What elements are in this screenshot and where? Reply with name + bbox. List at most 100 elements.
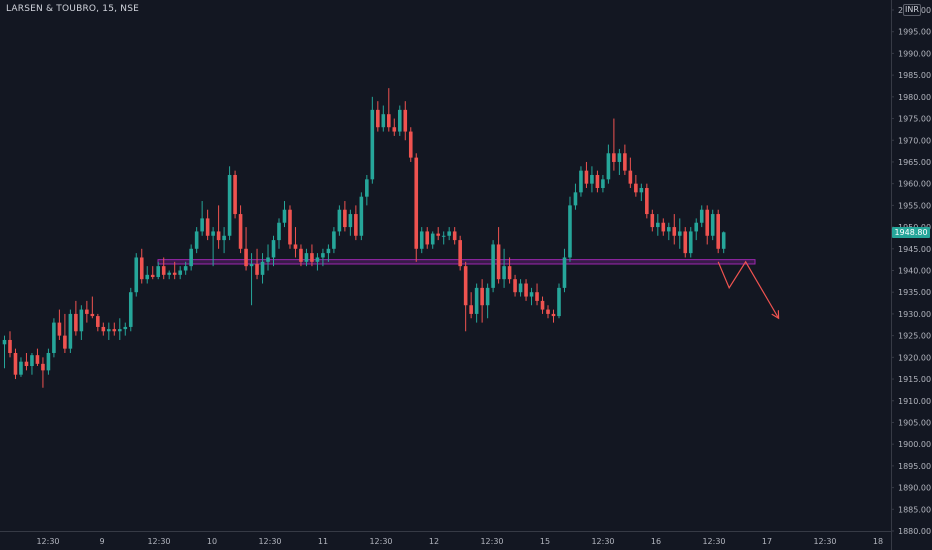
time-tick-label: 17: [762, 537, 772, 546]
candle: [172, 261, 177, 280]
candle: [249, 253, 254, 306]
candle-body: [35, 355, 40, 364]
candle-body: [397, 109, 402, 132]
candle: [255, 248, 259, 280]
candle: [194, 227, 199, 254]
candle: [222, 227, 226, 254]
candle: [68, 309, 73, 353]
candle-body: [79, 309, 84, 332]
candle: [2, 335, 7, 369]
candle: [156, 261, 161, 280]
price-tick-label: 1985.00: [898, 71, 931, 80]
candle: [430, 231, 435, 249]
candle: [85, 300, 89, 323]
candle-body: [321, 253, 325, 258]
candle-body: [112, 329, 117, 332]
candle: [595, 170, 600, 193]
candle: [112, 322, 117, 336]
candle: [546, 305, 550, 319]
time-tick-label: 12:30: [36, 537, 59, 546]
candle-body: [326, 248, 331, 254]
candle: [326, 244, 331, 262]
candle: [266, 244, 270, 271]
candle: [277, 218, 281, 249]
price-tick-label: 1960.00: [898, 180, 931, 189]
candle: [123, 322, 128, 336]
candle-body: [441, 235, 446, 237]
candle-body: [370, 109, 375, 180]
candle: [52, 318, 56, 358]
candle: [134, 253, 139, 297]
candle-body: [277, 222, 281, 241]
candle-body: [74, 313, 78, 332]
candle-body: [376, 109, 380, 128]
projected-path-arrow[interactable]: [717, 260, 780, 319]
candle: [310, 244, 314, 267]
candle: [688, 227, 693, 258]
candle-body: [419, 231, 424, 249]
candle: [139, 248, 144, 284]
candle-body: [244, 248, 248, 267]
time-tick-label: 12:30: [813, 537, 836, 546]
candle-body: [656, 222, 660, 228]
candle-body: [52, 322, 56, 353]
candle: [650, 209, 655, 232]
candle-body: [337, 209, 342, 232]
candle-body: [101, 326, 106, 332]
candle: [178, 266, 182, 280]
candle: [677, 218, 682, 249]
price-tick-label: 1935.00: [898, 288, 931, 297]
candle: [304, 248, 309, 267]
candle-body: [491, 244, 495, 288]
candle: [41, 357, 45, 388]
candle-body: [425, 231, 430, 245]
candle-body: [650, 214, 655, 228]
candle-body: [156, 266, 161, 278]
price-tick-label: 1880.00: [898, 527, 931, 536]
candle: [672, 214, 677, 245]
candle: [414, 153, 419, 262]
time-tick-label: 12:30: [147, 537, 170, 546]
time-tick-label: 12:30: [480, 537, 503, 546]
candle-body: [249, 263, 254, 267]
candle-body: [288, 209, 292, 245]
time-tick-label: 12: [429, 537, 439, 546]
candle: [359, 192, 364, 241]
candle-body: [293, 244, 298, 249]
symbol-title[interactable]: LARSEN & TOUBRO, 15, NSE: [6, 4, 140, 14]
candle: [392, 118, 397, 136]
candle-body: [518, 283, 523, 293]
candle-body: [590, 174, 594, 184]
candle-body: [573, 192, 578, 206]
candle-body: [502, 266, 506, 280]
candle: [96, 313, 100, 332]
candle-body: [205, 218, 210, 236]
candle: [557, 283, 561, 319]
candle: [8, 331, 12, 358]
candle: [397, 105, 402, 136]
candle: [387, 88, 391, 132]
price-tick-label: 1890.00: [898, 484, 931, 493]
candle-body: [716, 214, 720, 249]
candle-body: [57, 322, 62, 336]
candle-body: [705, 209, 710, 236]
candle-body: [485, 287, 490, 306]
candle-body: [19, 361, 23, 375]
candle-body: [623, 153, 627, 171]
candle: [705, 205, 710, 245]
candle-body: [167, 272, 171, 275]
candle: [584, 161, 589, 189]
candle: [79, 305, 84, 340]
candle-body: [628, 170, 633, 184]
candle: [710, 209, 715, 241]
candle: [189, 244, 193, 271]
candle-body: [282, 209, 287, 223]
currency-label[interactable]: INR: [903, 4, 921, 16]
candle-body: [634, 183, 638, 193]
candle: [491, 240, 495, 293]
candle: [145, 266, 150, 284]
price-tick-label: 1945.00: [898, 245, 931, 254]
candle: [573, 183, 578, 210]
candle: [57, 309, 62, 340]
